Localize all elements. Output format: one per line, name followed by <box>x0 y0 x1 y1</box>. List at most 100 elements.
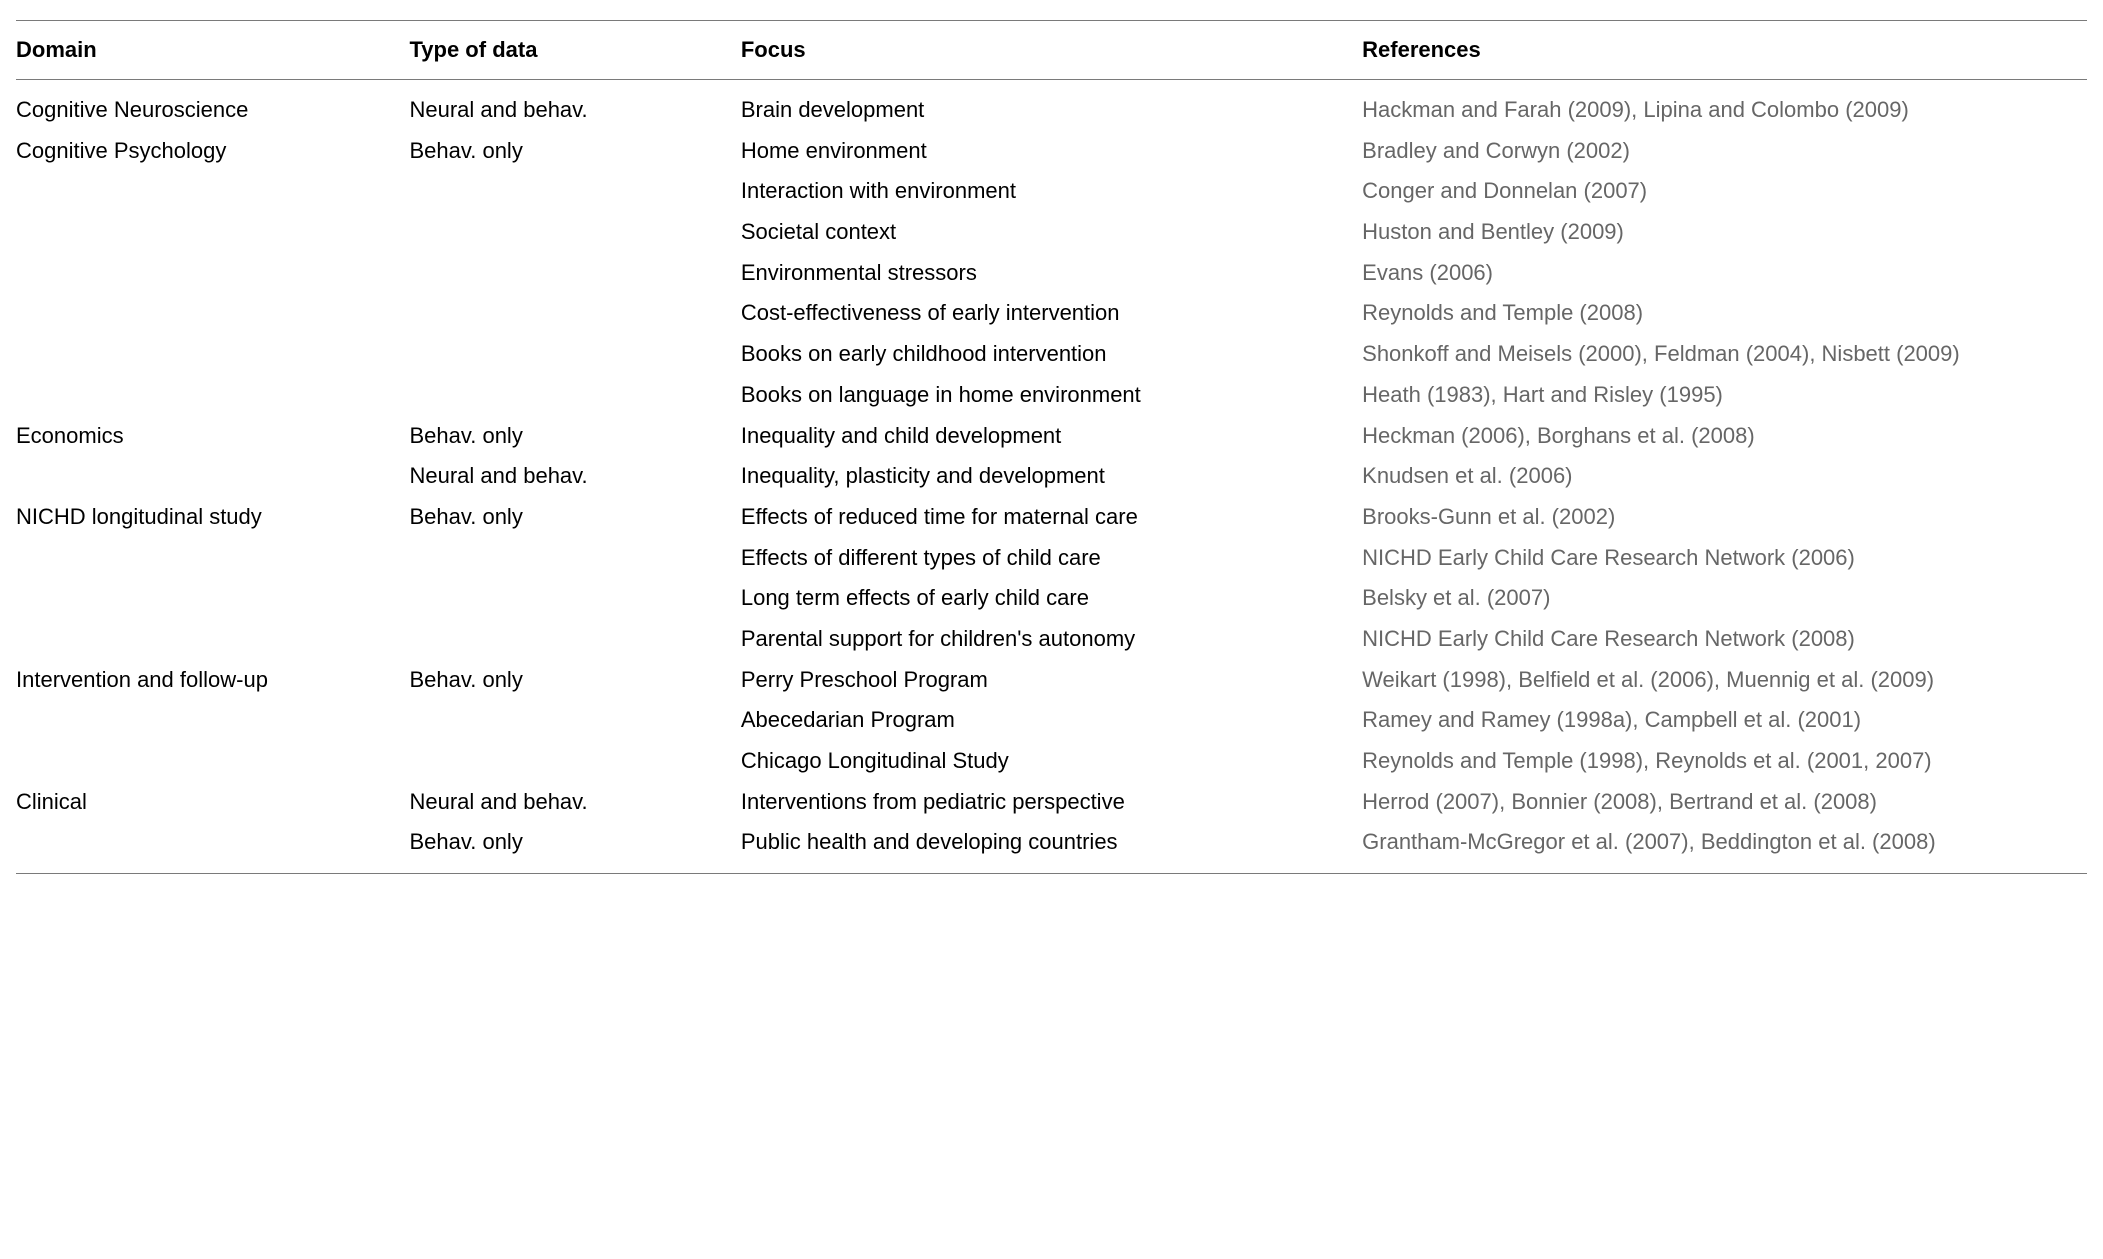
cell-domain <box>16 253 409 294</box>
cell-references: Shonkoff and Meisels (2000), Feldman (20… <box>1362 334 2087 375</box>
cell-references: Ramey and Ramey (1998a), Campbell et al.… <box>1362 700 2087 741</box>
cell-focus: Long term effects of early child care <box>741 578 1362 619</box>
table-row: Long term effects of early child careBel… <box>16 578 2087 619</box>
table-body: Cognitive NeuroscienceNeural and behav.B… <box>16 80 2087 874</box>
cell-domain <box>16 293 409 334</box>
cell-type <box>409 212 740 253</box>
cell-type <box>409 171 740 212</box>
table-row: Behav. onlyPublic health and developing … <box>16 822 2087 873</box>
table-header-row: Domain Type of data Focus References <box>16 21 2087 80</box>
cell-type: Behav. only <box>409 416 740 457</box>
cell-references: Huston and Bentley (2009) <box>1362 212 2087 253</box>
cell-focus: Parental support for children's autonomy <box>741 619 1362 660</box>
table-row: Chicago Longitudinal StudyReynolds and T… <box>16 741 2087 782</box>
cell-domain <box>16 619 409 660</box>
cell-references: Weikart (1998), Belfield et al. (2006), … <box>1362 660 2087 701</box>
cell-focus: Inequality and child development <box>741 416 1362 457</box>
table-row: EconomicsBehav. onlyInequality and child… <box>16 416 2087 457</box>
cell-focus: Environmental stressors <box>741 253 1362 294</box>
cell-focus: Interaction with environment <box>741 171 1362 212</box>
cell-focus: Cost-effectiveness of early intervention <box>741 293 1362 334</box>
cell-focus: Interventions from pediatric perspective <box>741 782 1362 823</box>
header-references: References <box>1362 21 2087 80</box>
cell-focus: Brain development <box>741 80 1362 131</box>
cell-references: Heath (1983), Hart and Risley (1995) <box>1362 375 2087 416</box>
cell-domain: Cognitive Neuroscience <box>16 80 409 131</box>
cell-references: Herrod (2007), Bonnier (2008), Bertrand … <box>1362 782 2087 823</box>
cell-domain <box>16 822 409 873</box>
table-row: Parental support for children's autonomy… <box>16 619 2087 660</box>
cell-focus: Effects of reduced time for maternal car… <box>741 497 1362 538</box>
cell-references: NICHD Early Child Care Research Network … <box>1362 619 2087 660</box>
cell-type <box>409 253 740 294</box>
cell-focus: Books on early childhood intervention <box>741 334 1362 375</box>
cell-type: Behav. only <box>409 131 740 172</box>
header-focus: Focus <box>741 21 1362 80</box>
table-row: Cost-effectiveness of early intervention… <box>16 293 2087 334</box>
table-row: ClinicalNeural and behav.Interventions f… <box>16 782 2087 823</box>
cell-domain <box>16 538 409 579</box>
cell-focus: Public health and developing countries <box>741 822 1362 873</box>
cell-type <box>409 578 740 619</box>
cell-references: Reynolds and Temple (1998), Reynolds et … <box>1362 741 2087 782</box>
cell-type: Behav. only <box>409 497 740 538</box>
cell-type <box>409 538 740 579</box>
cell-focus: Perry Preschool Program <box>741 660 1362 701</box>
cell-domain <box>16 741 409 782</box>
cell-domain: Intervention and follow-up <box>16 660 409 701</box>
table-row: Cognitive NeuroscienceNeural and behav.B… <box>16 80 2087 131</box>
table-row: Environmental stressorsEvans (2006) <box>16 253 2087 294</box>
cell-domain <box>16 171 409 212</box>
header-type: Type of data <box>409 21 740 80</box>
table-row: Societal contextHuston and Bentley (2009… <box>16 212 2087 253</box>
cell-references: NICHD Early Child Care Research Network … <box>1362 538 2087 579</box>
cell-references: Knudsen et al. (2006) <box>1362 456 2087 497</box>
cell-domain: Cognitive Psychology <box>16 131 409 172</box>
cell-focus: Abecedarian Program <box>741 700 1362 741</box>
cell-type <box>409 700 740 741</box>
table-row: Cognitive PsychologyBehav. onlyHome envi… <box>16 131 2087 172</box>
table-row: Interaction with environmentConger and D… <box>16 171 2087 212</box>
cell-type <box>409 375 740 416</box>
cell-type: Neural and behav. <box>409 456 740 497</box>
cell-type: Behav. only <box>409 660 740 701</box>
cell-domain <box>16 334 409 375</box>
cell-references: Conger and Donnelan (2007) <box>1362 171 2087 212</box>
cell-type <box>409 619 740 660</box>
table-row: NICHD longitudinal studyBehav. onlyEffec… <box>16 497 2087 538</box>
literature-table: Domain Type of data Focus References Cog… <box>16 20 2087 874</box>
cell-references: Heckman (2006), Borghans et al. (2008) <box>1362 416 2087 457</box>
table-row: Books on language in home environmentHea… <box>16 375 2087 416</box>
cell-references: Evans (2006) <box>1362 253 2087 294</box>
table-row: Books on early childhood interventionSho… <box>16 334 2087 375</box>
cell-focus: Books on language in home environment <box>741 375 1362 416</box>
cell-references: Grantham-McGregor et al. (2007), Bedding… <box>1362 822 2087 873</box>
cell-references: Brooks-Gunn et al. (2002) <box>1362 497 2087 538</box>
cell-type: Neural and behav. <box>409 80 740 131</box>
cell-focus: Home environment <box>741 131 1362 172</box>
cell-domain <box>16 578 409 619</box>
cell-domain: Economics <box>16 416 409 457</box>
cell-domain <box>16 375 409 416</box>
cell-type <box>409 741 740 782</box>
cell-type <box>409 334 740 375</box>
table-row: Abecedarian ProgramRamey and Ramey (1998… <box>16 700 2087 741</box>
table-row: Intervention and follow-upBehav. onlyPer… <box>16 660 2087 701</box>
header-domain: Domain <box>16 21 409 80</box>
cell-focus: Inequality, plasticity and development <box>741 456 1362 497</box>
cell-type: Behav. only <box>409 822 740 873</box>
table-row: Neural and behav.Inequality, plasticity … <box>16 456 2087 497</box>
cell-type <box>409 293 740 334</box>
cell-domain: Clinical <box>16 782 409 823</box>
cell-references: Bradley and Corwyn (2002) <box>1362 131 2087 172</box>
cell-domain: NICHD longitudinal study <box>16 497 409 538</box>
cell-domain <box>16 456 409 497</box>
cell-references: Reynolds and Temple (2008) <box>1362 293 2087 334</box>
cell-focus: Effects of different types of child care <box>741 538 1362 579</box>
cell-type: Neural and behav. <box>409 782 740 823</box>
cell-references: Belsky et al. (2007) <box>1362 578 2087 619</box>
cell-references: Hackman and Farah (2009), Lipina and Col… <box>1362 80 2087 131</box>
cell-focus: Chicago Longitudinal Study <box>741 741 1362 782</box>
cell-domain <box>16 212 409 253</box>
cell-domain <box>16 700 409 741</box>
